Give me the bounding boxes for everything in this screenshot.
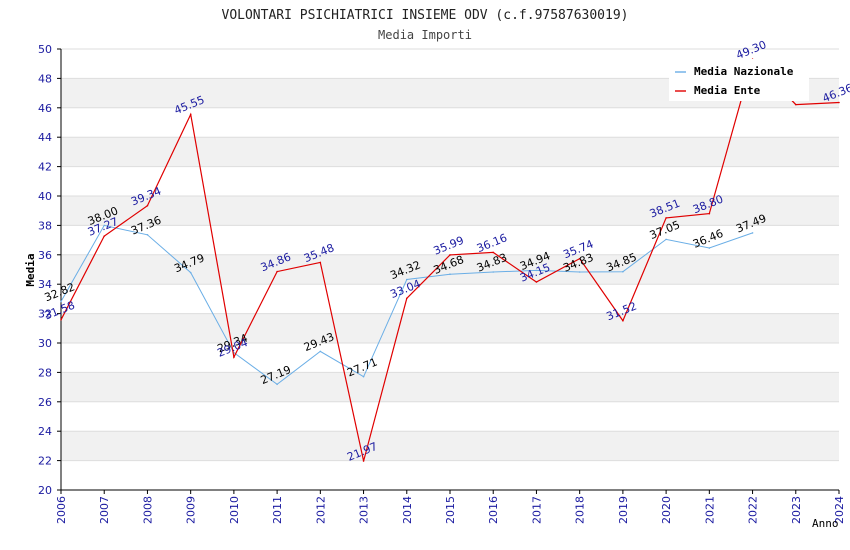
data-point [362, 460, 365, 462]
x-tick-label: 2024 [833, 496, 846, 524]
y-tick-label: 30 [38, 337, 52, 350]
x-tick-label: 2020 [660, 496, 673, 524]
x-tick-label: 2017 [530, 496, 543, 524]
plot-bands [61, 78, 839, 461]
data-point [492, 251, 495, 254]
data-point [60, 318, 62, 321]
data-point [449, 254, 451, 256]
data-point [189, 113, 192, 116]
y-tick-label: 40 [38, 190, 52, 203]
data-point [276, 270, 278, 273]
y-tick-label: 32 [38, 308, 52, 321]
data-point [276, 383, 278, 386]
x-tick-label: 2013 [358, 496, 371, 524]
x-tick-label: 2014 [401, 496, 414, 524]
x-tick-label: 2011 [271, 496, 284, 524]
y-tick-label: 34 [38, 278, 52, 291]
x-tick-label: 2009 [185, 496, 198, 524]
legend: Media Nazionale Media Ente [669, 59, 809, 101]
series-lines [60, 58, 840, 462]
band [61, 137, 839, 167]
x-tick-label: 2008 [141, 496, 154, 524]
x-tick-label: 2010 [228, 496, 241, 524]
y-tick-label: 28 [38, 366, 52, 379]
chart-title: VOLONTARI PSICHIATRICI INSIEME ODV (c.f.… [222, 8, 629, 23]
data-point [60, 300, 62, 303]
data-point [665, 217, 667, 219]
y-axis-label: Media [24, 253, 37, 286]
legend-label-nazionale: Media Nazionale [694, 65, 794, 78]
data-label: 36.46 [691, 227, 725, 251]
y-tick-label: 42 [38, 161, 52, 174]
data-point [578, 271, 581, 273]
x-tick-label: 2012 [314, 496, 327, 524]
data-label: 49.30 [734, 38, 768, 62]
band [61, 372, 839, 402]
data-point [492, 271, 495, 273]
data-point [103, 224, 106, 227]
x-tick-label: 2015 [444, 496, 457, 524]
band [61, 313, 839, 343]
data-point [794, 103, 797, 106]
data-point [319, 261, 322, 264]
data-point [838, 101, 840, 104]
band [61, 431, 839, 461]
series-line-media-nazionale [60, 224, 753, 385]
data-point [535, 281, 538, 283]
data-point [103, 235, 106, 237]
data-point [362, 375, 365, 378]
data-point [535, 269, 538, 272]
y-tick-label: 36 [38, 249, 52, 262]
legend-label-ente: Media Ente [694, 84, 761, 97]
data-point [405, 278, 408, 281]
x-tick-label: 2006 [55, 496, 68, 524]
data-point [405, 297, 408, 300]
x-tick-label: 2023 [790, 496, 803, 524]
y-tick-label: 48 [38, 72, 52, 85]
data-point [708, 247, 711, 249]
y-tick-label: 38 [38, 219, 52, 232]
data-point [751, 232, 754, 234]
y-tick-label: 20 [38, 484, 52, 497]
y-tick-label: 26 [38, 396, 52, 409]
x-tick-label: 2007 [98, 496, 111, 524]
chart-subtitle: Media Importi [378, 28, 472, 42]
y-tick-label: 46 [38, 102, 52, 115]
data-point [449, 273, 451, 276]
x-tick-label: 2016 [487, 496, 500, 524]
y-tick-label: 44 [38, 131, 52, 144]
data-point [189, 271, 192, 274]
data-point [622, 270, 624, 273]
y-tick-label: 24 [38, 425, 52, 438]
data-point [233, 356, 235, 358]
band [61, 254, 839, 285]
y-tick-label: 50 [38, 43, 52, 56]
x-axis-label: Anno [812, 517, 839, 530]
band [61, 196, 839, 226]
x-tick-label: 2018 [574, 496, 587, 524]
data-point [578, 257, 581, 260]
x-tick-label: 2022 [747, 496, 760, 524]
legend-box [669, 59, 809, 101]
data-point [665, 238, 667, 241]
x-tick-label: 2019 [617, 496, 630, 524]
data-point [146, 234, 149, 236]
data-point [708, 212, 711, 215]
data-point [319, 350, 322, 353]
y-tick-label: 22 [38, 455, 52, 468]
data-point [146, 204, 149, 207]
x-tick-label: 2021 [703, 496, 716, 524]
data-point [622, 319, 624, 322]
